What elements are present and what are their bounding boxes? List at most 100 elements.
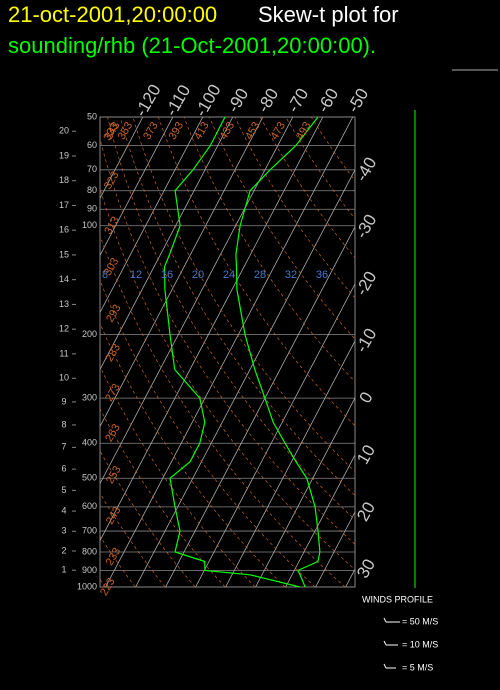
adiabat-label: 433: [218, 120, 238, 142]
height-tick-label: 3: [61, 526, 66, 536]
adiabat-label: 273: [103, 382, 123, 404]
dry-adiabat: [132, 117, 355, 473]
y-tick-label: 1000: [77, 581, 97, 591]
mixing-ratio-label: 8: [102, 269, 108, 281]
adiabat-label: 283: [104, 342, 124, 364]
height-tick-label: 7: [61, 442, 66, 452]
height-tick-label: 13: [59, 299, 69, 309]
adiabat-label: 373: [141, 120, 161, 142]
height-tick-label: 19: [59, 150, 69, 160]
dry-adiabat: [158, 117, 355, 427]
height-tick-label: 12: [59, 324, 69, 334]
isotherm-label: -80: [254, 85, 283, 116]
height-tick-label: 18: [59, 175, 69, 185]
isotherm-label: -100: [191, 81, 224, 120]
height-tick-label: 15: [59, 249, 69, 259]
adiabat-label: 413: [192, 120, 212, 142]
adiabat-label: 323: [102, 170, 122, 192]
mixing-ratio-label: 28: [254, 269, 266, 281]
height-tick-label: 14: [59, 274, 69, 284]
isotherm-label: 20: [353, 499, 379, 525]
isotherm-label: -20: [352, 268, 381, 299]
dry-adiabat: [100, 492, 166, 587]
isotherm: [100, 117, 294, 485]
height-tick-label: 6: [61, 464, 66, 474]
isotherm: [195, 283, 355, 587]
height-tick-label: 16: [59, 225, 69, 235]
sounding-line: [235, 117, 321, 587]
isotherm-label: -50: [344, 85, 373, 116]
isotherm-label: 0: [356, 389, 377, 407]
wind-legend-barb: [383, 640, 387, 646]
dry-adiabat: [100, 137, 355, 545]
dry-adiabat: [100, 322, 286, 587]
isotherm: [315, 511, 355, 587]
y-tick-label: 70: [87, 164, 97, 174]
y-tick-label: 800: [82, 546, 97, 556]
dry-adiabat: [183, 117, 355, 383]
isotherm-label: -10: [352, 325, 381, 356]
wind-legend-barb: [383, 663, 387, 669]
adiabat-label: 223: [98, 576, 118, 598]
title-text: Skew-t plot for: [258, 2, 399, 27]
y-tick-label: 60: [87, 140, 97, 150]
y-tick-label: 50: [87, 111, 97, 121]
adiabat-label: 473: [269, 120, 289, 142]
isotherm-label: -40: [352, 154, 381, 185]
height-tick-label: 20: [59, 126, 69, 136]
y-tick-label: 300: [82, 392, 97, 402]
isotherm: [100, 117, 144, 200]
adiabat-label: 263: [103, 422, 123, 444]
isotherm: [225, 340, 355, 587]
height-tick-label: 5: [61, 485, 66, 495]
isotherm-label: -90: [224, 85, 253, 116]
height-tick-label: 11: [59, 348, 68, 358]
height-tick-label: 4: [61, 505, 66, 515]
isotherm: [100, 117, 234, 371]
dry-adiabat: [310, 117, 355, 182]
isotherm: [100, 117, 174, 257]
wind-legend-label: = 5 M/S: [402, 662, 433, 672]
isotherm-label: 10: [353, 442, 379, 468]
adiabat-label: 493: [294, 120, 314, 142]
height-tick-label: 2: [61, 545, 66, 555]
mixing-ratio-label: 12: [130, 269, 142, 281]
height-tick-label: 8: [61, 419, 66, 429]
isotherm-label: -60: [314, 85, 343, 116]
sounding-line: [163, 117, 301, 587]
dry-adiabat: [100, 279, 316, 587]
isotherm: [135, 169, 355, 587]
title-time: 21-oct-2001,20:00:00: [8, 2, 217, 27]
height-tick-label: 10: [59, 373, 69, 383]
isotherm: [100, 117, 324, 542]
isotherm: [105, 117, 354, 587]
adiabat-label: 313: [102, 215, 122, 237]
mixing-ratio-label: 32: [285, 269, 297, 281]
y-tick-label: 900: [82, 565, 97, 575]
height-tick-label: 9: [61, 396, 66, 406]
adiabat-label: 233: [104, 546, 124, 568]
dry-adiabat: [107, 117, 355, 520]
isotherm-label: -70: [284, 85, 313, 116]
height-tick-label: 17: [59, 200, 69, 210]
y-tick-label: 500: [82, 473, 97, 483]
y-tick-label: 100: [82, 220, 97, 230]
dry-adiabat: [100, 365, 256, 587]
dry-adiabat: [119, 117, 355, 496]
dry-adiabat: [285, 117, 355, 220]
isotherm-label: -110: [162, 82, 195, 120]
adiabat-label: 293: [104, 303, 124, 325]
wind-legend-label: = 50 M/S: [402, 616, 438, 626]
dry-adiabat: [100, 234, 346, 587]
subtitle: sounding/rhb (21-Oct-2001,20:00:00).: [8, 33, 376, 58]
wind-legend-label: = 10 M/S: [402, 639, 438, 649]
adiabat-label: 253: [104, 464, 124, 486]
isotherm: [100, 117, 264, 428]
isotherm: [285, 454, 355, 587]
mixing-ratio-label: 16: [161, 269, 173, 281]
height-tick-label: 1: [61, 565, 66, 575]
isotherm-label: -30: [352, 211, 381, 242]
y-tick-label: 90: [87, 204, 97, 214]
y-tick-label: 200: [82, 329, 97, 339]
